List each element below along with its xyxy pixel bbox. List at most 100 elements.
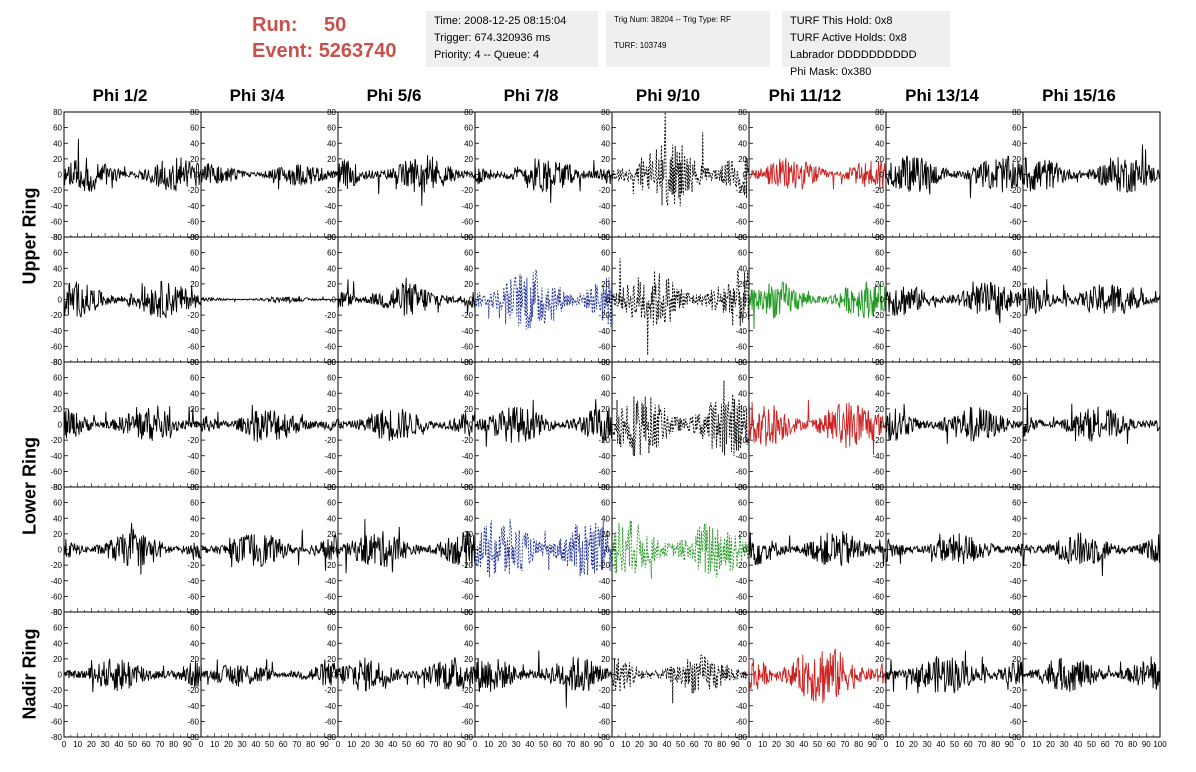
y-tick-label: 20 (738, 530, 747, 539)
x-tick-label: 0 (62, 740, 67, 749)
info-row: Phi Mask: 0x380 (790, 66, 872, 78)
y-tick-label: -40 (1009, 202, 1021, 211)
x-tick-label: 20 (498, 740, 507, 749)
x-tick-label: 30 (238, 740, 247, 749)
x-tick-label: 30 (786, 740, 795, 749)
y-tick-label: -40 (461, 452, 473, 461)
waveform-trace (611, 258, 750, 356)
y-tick-label: -20 (324, 186, 336, 195)
y-tick-label: -40 (872, 327, 884, 336)
waveform-trace (748, 157, 887, 190)
y-tick-label: 20 (738, 405, 747, 414)
x-tick-label: 90 (731, 740, 740, 749)
y-tick-label: -20 (187, 561, 199, 570)
waveform-trace (611, 654, 750, 704)
y-tick-label: 80 (1012, 233, 1021, 242)
y-tick-label: -60 (872, 467, 884, 476)
y-tick-label: 0 (332, 546, 337, 555)
y-tick-label: 80 (327, 483, 336, 492)
x-tick-label: 50 (950, 740, 959, 749)
x-tick-label: 90 (320, 740, 329, 749)
waveform-trace (748, 280, 887, 330)
y-tick-label: -60 (872, 592, 884, 601)
x-tick-label: 60 (964, 740, 973, 749)
y-tick-label: -60 (50, 342, 62, 351)
y-tick-label: 60 (1012, 124, 1021, 133)
y-tick-label: -60 (872, 217, 884, 226)
y-tick-label: -20 (1009, 561, 1021, 570)
y-tick-label: -20 (187, 436, 199, 445)
y-tick-label: -60 (598, 467, 610, 476)
y-tick-label: 0 (880, 421, 885, 430)
x-tick-label: 60 (690, 740, 699, 749)
y-tick-label: 0 (332, 671, 337, 680)
x-tick-label: 50 (265, 740, 274, 749)
y-tick-label: -80 (50, 608, 62, 617)
y-tick-label: 20 (875, 155, 884, 164)
y-tick-label: -40 (187, 327, 199, 336)
waveform-trace (63, 138, 202, 192)
y-tick-label: 80 (601, 233, 610, 242)
y-tick-label: 40 (464, 639, 473, 648)
y-tick-label: 80 (738, 108, 747, 117)
y-tick-label: 0 (743, 546, 748, 555)
y-tick-label: -20 (50, 686, 62, 695)
y-tick-label: -40 (735, 202, 747, 211)
y-tick-label: -40 (187, 577, 199, 586)
y-tick-label: -60 (598, 592, 610, 601)
y-tick-label: 20 (738, 655, 747, 664)
y-tick-label: 20 (1012, 405, 1021, 414)
waveform-trace (337, 155, 476, 206)
y-tick-label: -40 (324, 577, 336, 586)
y-tick-label: -60 (461, 342, 473, 351)
x-tick-label: 0 (884, 740, 889, 749)
x-tick-label: 100 (1153, 740, 1167, 749)
waveform-trace (1022, 144, 1161, 193)
y-tick-label: 40 (327, 389, 336, 398)
y-tick-label: 60 (53, 374, 62, 383)
y-tick-label: 60 (1012, 249, 1021, 258)
info-row: Trig Num: 38204 -- Trig Type: RF (614, 15, 731, 24)
waveform-trace (748, 531, 887, 566)
y-tick-label: 20 (327, 655, 336, 664)
y-tick-label: -20 (461, 311, 473, 320)
y-tick-label: 60 (875, 374, 884, 383)
y-tick-label: 20 (327, 530, 336, 539)
x-tick-label: 20 (224, 740, 233, 749)
column-header: Phi 13/14 (905, 86, 979, 105)
y-tick-label: 60 (190, 374, 199, 383)
x-tick-label: 70 (1114, 740, 1123, 749)
x-tick-label: 10 (758, 740, 767, 749)
y-tick-label: 40 (875, 639, 884, 648)
y-tick-label: 0 (58, 296, 63, 305)
y-tick-label: 60 (875, 124, 884, 133)
y-tick-label: 20 (190, 155, 199, 164)
x-tick-label: 40 (388, 740, 397, 749)
waveform-trace (63, 280, 202, 319)
run-label: Run: (252, 14, 298, 36)
waveform-trace (1022, 394, 1161, 444)
x-tick-label: 60 (279, 740, 288, 749)
y-tick-label: 80 (875, 608, 884, 617)
y-tick-label: 60 (190, 249, 199, 258)
x-tick-label: 30 (512, 740, 521, 749)
y-tick-label: 20 (601, 405, 610, 414)
y-tick-label: -40 (872, 452, 884, 461)
x-tick-label: 40 (662, 740, 671, 749)
y-tick-label: 80 (53, 233, 62, 242)
x-tick-label: 70 (566, 740, 575, 749)
y-tick-label: 0 (58, 546, 63, 555)
x-tick-label: 70 (155, 740, 164, 749)
y-tick-label: -60 (187, 467, 199, 476)
waveform-trace (748, 399, 887, 455)
y-tick-label: -60 (735, 592, 747, 601)
y-tick-label: 60 (464, 624, 473, 633)
x-tick-label: 10 (621, 740, 630, 749)
y-tick-label: 0 (1017, 296, 1022, 305)
y-tick-label: -40 (872, 202, 884, 211)
y-tick-label: 60 (601, 374, 610, 383)
waveform-trace (337, 277, 476, 316)
x-tick-label: 70 (292, 740, 301, 749)
y-tick-label: -40 (324, 327, 336, 336)
y-tick-label: 0 (606, 421, 611, 430)
